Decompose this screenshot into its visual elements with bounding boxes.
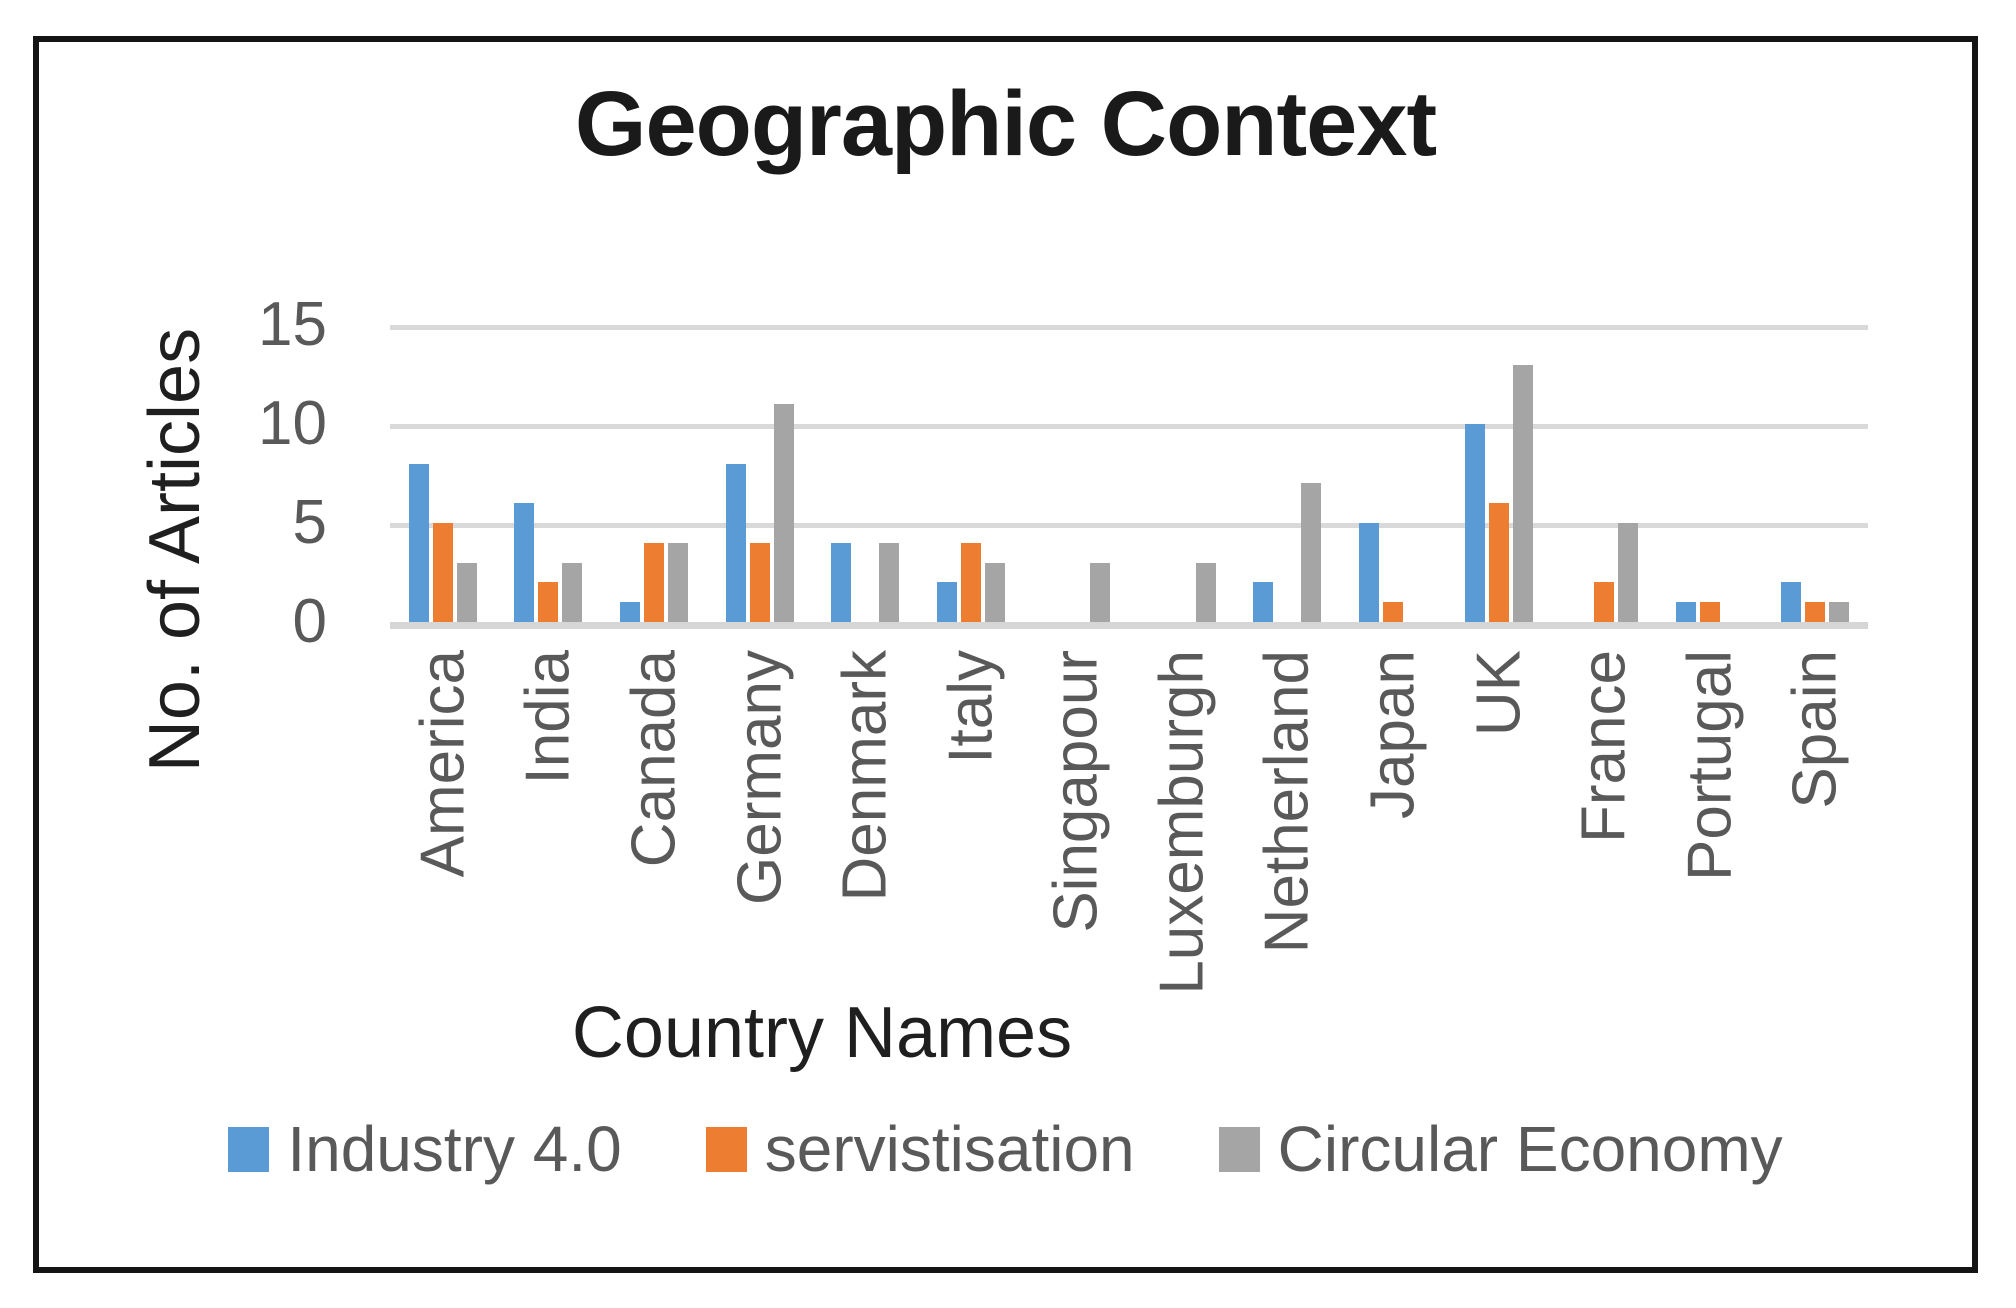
gridline-y-15 bbox=[390, 325, 1868, 330]
category-label-spain: Spain bbox=[1780, 650, 1850, 809]
bar-circular-economy-singapour bbox=[1090, 562, 1111, 622]
category-label-india: India bbox=[513, 650, 583, 785]
bar-circular-economy-italy bbox=[984, 562, 1005, 622]
x-axis-title: Country Names bbox=[571, 993, 1073, 1073]
bar-industry-4-0-america bbox=[408, 463, 429, 622]
category-label-denmark: Denmark bbox=[830, 650, 900, 902]
category-label-france: France bbox=[1569, 650, 1639, 843]
bar-industry-4-0-netherland bbox=[1253, 582, 1274, 622]
bar-circular-economy-spain bbox=[1829, 602, 1850, 622]
legend-item-circular-economy: Circular Economy bbox=[1218, 1112, 1783, 1186]
legend-swatch-icon bbox=[1218, 1126, 1260, 1172]
bar-servistisation-italy bbox=[960, 542, 981, 622]
bar-circular-economy-america bbox=[456, 562, 477, 622]
bar-circular-economy-luxemburgh bbox=[1195, 562, 1216, 622]
gridline-y-5 bbox=[390, 523, 1868, 528]
legend-label: servistisation bbox=[764, 1113, 1135, 1185]
plot-area bbox=[390, 325, 1868, 629]
bar-industry-4-0-portugal bbox=[1675, 602, 1696, 622]
category-label-portugal: Portugal bbox=[1675, 650, 1745, 881]
legend-item-servistisation: servistisation bbox=[705, 1112, 1135, 1186]
legend: Industry 4.0 servistisation Circular Econo… bbox=[39, 1112, 1972, 1186]
bar-servistisation-india bbox=[538, 582, 559, 622]
bar-industry-4-0-denmark bbox=[831, 542, 852, 622]
bar-circular-economy-canada bbox=[667, 542, 688, 622]
bar-industry-4-0-japan bbox=[1358, 523, 1379, 622]
category-label-canada: Canada bbox=[619, 650, 689, 868]
bar-industry-4-0-spain bbox=[1781, 582, 1802, 622]
legend-label: Circular Economy bbox=[1277, 1113, 1783, 1185]
bar-servistisation-spain bbox=[1805, 602, 1826, 622]
y-tick-label-15: 15 bbox=[258, 290, 327, 359]
bar-circular-economy-uk bbox=[1512, 364, 1533, 622]
bar-circular-economy-netherland bbox=[1301, 483, 1322, 622]
bar-servistisation-canada bbox=[643, 542, 664, 622]
category-label-luxemburgh: Luxemburgh bbox=[1147, 650, 1217, 995]
chart-title: Geographic Context bbox=[574, 73, 1437, 175]
category-label-italy: Italy bbox=[936, 650, 1006, 764]
bar-industry-4-0-india bbox=[514, 503, 535, 622]
category-label-singapour: Singapour bbox=[1041, 650, 1111, 933]
x-axis-line bbox=[390, 622, 1868, 629]
bar-industry-4-0-canada bbox=[619, 602, 640, 622]
bar-servistisation-japan bbox=[1382, 602, 1403, 622]
category-label-netherland: Netherland bbox=[1252, 650, 1322, 954]
bar-industry-4-0-uk bbox=[1464, 424, 1485, 622]
y-tick-label-5: 5 bbox=[292, 488, 327, 557]
bar-servistisation-uk bbox=[1488, 503, 1509, 622]
bar-circular-economy-france bbox=[1618, 523, 1639, 622]
category-label-japan: Japan bbox=[1358, 650, 1428, 819]
bar-servistisation-america bbox=[432, 523, 453, 622]
bar-industry-4-0-germany bbox=[725, 463, 746, 622]
bar-circular-economy-india bbox=[562, 562, 583, 622]
category-label-uk: UK bbox=[1464, 650, 1533, 737]
y-tick-label-0: 0 bbox=[292, 587, 327, 656]
gridline-y-10 bbox=[390, 424, 1868, 429]
chart-frame bbox=[33, 36, 1978, 1273]
legend-swatch-icon bbox=[705, 1126, 747, 1172]
bar-industry-4-0-italy bbox=[936, 582, 957, 622]
bar-circular-economy-germany bbox=[773, 404, 794, 622]
bar-servistisation-portugal bbox=[1699, 602, 1720, 622]
legend-swatch-icon bbox=[228, 1126, 270, 1172]
bar-servistisation-france bbox=[1594, 582, 1615, 622]
legend-label: Industry 4.0 bbox=[287, 1113, 622, 1185]
y-tick-label-10: 10 bbox=[258, 389, 327, 458]
legend-item-industry-4-0: Industry 4.0 bbox=[228, 1112, 622, 1186]
bar-servistisation-germany bbox=[749, 542, 770, 622]
bar-circular-economy-denmark bbox=[879, 542, 900, 622]
category-label-germany: Germany bbox=[725, 650, 794, 905]
category-label-america: America bbox=[408, 650, 478, 878]
